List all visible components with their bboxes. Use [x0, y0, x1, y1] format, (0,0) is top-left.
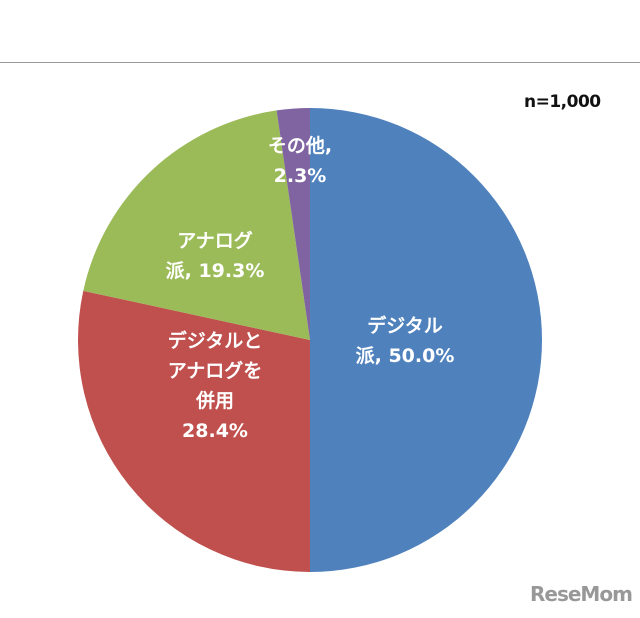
pie-slice-1	[78, 290, 310, 572]
pie-slice-3	[276, 108, 310, 340]
pie-slice-label-0: デジタル派, 50.0%	[356, 314, 455, 367]
header-band	[0, 0, 640, 62]
watermark-logo: ReseMom	[530, 582, 633, 606]
pie-slice-2	[83, 110, 310, 341]
pie-slice-label-2: アナログ派, 19.3%	[166, 229, 265, 282]
header-divider	[0, 62, 640, 63]
pie-slice-label-1: デジタルとアナログを併用 28.4%	[168, 329, 263, 442]
pie-slice-label-3: その他, 2.3%	[268, 134, 332, 187]
sample-size-label: n=1,000	[524, 92, 601, 112]
pie-slice-0	[310, 108, 542, 572]
